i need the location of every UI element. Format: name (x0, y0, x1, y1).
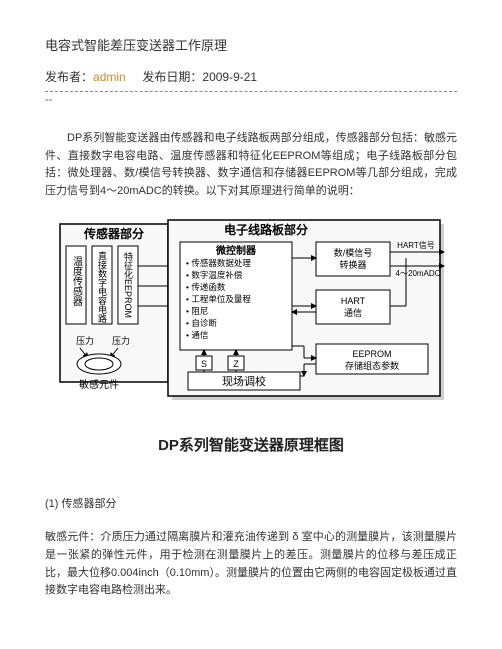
key-s: S (201, 359, 207, 369)
mcu-item-1: • 数字温度补偿 (186, 270, 243, 280)
dashes: -- (45, 94, 457, 106)
eeprom-store-l1: EEPROM (352, 349, 391, 359)
da-line1: 数/模信号 (334, 247, 373, 258)
publisher-name: admin (93, 70, 126, 84)
mcu-item-6: • 通信 (186, 330, 209, 340)
eeprom-store-l2: 存储组态参数 (345, 360, 399, 371)
date-label: 发布日期： (142, 70, 202, 84)
out1: HART信号 (397, 240, 435, 250)
mcu-item-2: • 传递函数 (186, 282, 226, 292)
out2: 4～20mADC (396, 269, 441, 278)
key-z: Z (233, 359, 239, 369)
da-line2: 转换器 (339, 259, 366, 270)
publisher-label: 发布者： (45, 70, 93, 84)
hart-line1: HART (341, 296, 366, 306)
hart-line2: 通信 (344, 307, 362, 318)
mcu-item-0: • 传感器数据处理 (186, 258, 251, 268)
pressure-r: 压力 (112, 335, 130, 346)
date-value: 2009-9-21 (202, 70, 257, 84)
diagram-caption: DP系列智能变送器原理框图 (45, 434, 457, 455)
sensor-title: 传感器部分 (83, 226, 144, 241)
mcu-item-4: • 阻尼 (186, 306, 208, 316)
divider (45, 91, 457, 92)
block-diagram: 传感器部分 温度传感器 直接数字电容电路 特征化EEPROM 压力 压力 敏感元… (45, 216, 457, 426)
paragraph-2: 敏感元件：介质压力通过隔离膜片和灌充油传递到 δ 室中心的测量膜片，该测量膜片是… (45, 529, 457, 599)
sensitive-label: 敏感元件 (79, 378, 119, 391)
subhead-1: (1) 传感器部分 (45, 495, 457, 511)
diagram-svg: 传感器部分 温度传感器 直接数字电容电路 特征化EEPROM 压力 压力 敏感元… (56, 216, 446, 426)
pressure-l: 压力 (76, 335, 94, 346)
board-title: 电子线路板部分 (224, 222, 308, 237)
mcu-title: 微控制器 (215, 244, 257, 257)
meta-line: 发布者：admin 发布日期：2009-9-21 (45, 68, 457, 85)
field-cal: 现场调校 (222, 374, 266, 388)
paragraph-1: DP系列智能变送器由传感器和电子线路板两部分组成，传感器部分包括：敏感元件、直接… (45, 130, 457, 200)
mcu-item-5: • 自诊断 (186, 318, 217, 328)
page-title: 电容式智能差压变送器工作原理 (45, 35, 457, 54)
temp-block: 温度传感器 (71, 256, 83, 307)
mcu-item-3: • 工程单位及量程 (186, 294, 251, 304)
capac-block: 直接数字电容电路 (97, 250, 107, 324)
eeprom-block: 特征化EEPROM (123, 251, 133, 318)
